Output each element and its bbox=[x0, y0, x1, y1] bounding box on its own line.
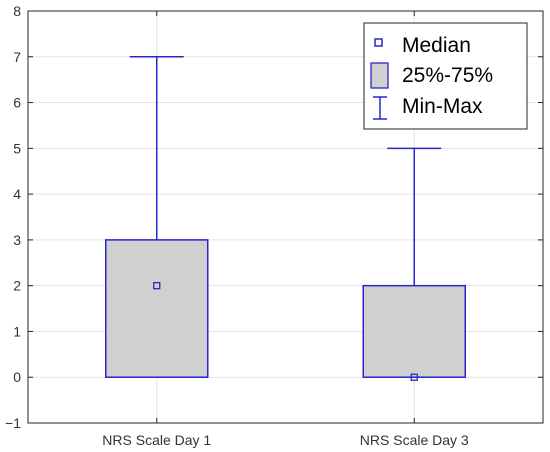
legend-box-symbol bbox=[370, 62, 389, 89]
x-tick-label: NRS Scale Day 1 bbox=[102, 432, 211, 448]
box-series bbox=[105, 56, 466, 381]
legend-median-symbol bbox=[374, 38, 383, 47]
x-tick-label: NRS Scale Day 3 bbox=[360, 432, 469, 448]
legend-median-label: Median bbox=[402, 34, 471, 57]
legend-box-label: 25%-75% bbox=[402, 64, 493, 87]
y-tick-label: 2 bbox=[13, 278, 21, 294]
median-marker bbox=[153, 282, 161, 290]
y-tick-label: 0 bbox=[13, 369, 21, 385]
y-tick-label: 6 bbox=[13, 95, 21, 111]
iqr-box bbox=[105, 239, 209, 378]
median-marker bbox=[410, 373, 418, 381]
legend-minmax-label: Min-Max bbox=[402, 95, 483, 118]
legend-frame bbox=[363, 22, 528, 130]
legend-whisker-symbol bbox=[373, 96, 387, 120]
y-axis-ticks: −1 0 1 2 3 4 5 6 7 8 bbox=[5, 3, 543, 431]
x-axis-ticks: NRS Scale Day 1 NRS Scale Day 3 bbox=[102, 11, 469, 448]
y-tick-label: −1 bbox=[5, 415, 21, 431]
legend: Median 25%-75% Min-Max bbox=[363, 22, 528, 130]
plot-frame bbox=[27, 10, 544, 424]
y-tick-label: 5 bbox=[13, 140, 21, 156]
y-tick-label: 1 bbox=[13, 323, 21, 339]
y-tick-label: 7 bbox=[13, 49, 21, 65]
y-tick-label: 8 bbox=[13, 3, 21, 19]
y-tick-label: 3 bbox=[13, 232, 21, 248]
box-group bbox=[362, 147, 466, 381]
box-group bbox=[105, 56, 209, 378]
y-tick-label: 4 bbox=[13, 186, 21, 202]
iqr-box bbox=[362, 284, 466, 378]
